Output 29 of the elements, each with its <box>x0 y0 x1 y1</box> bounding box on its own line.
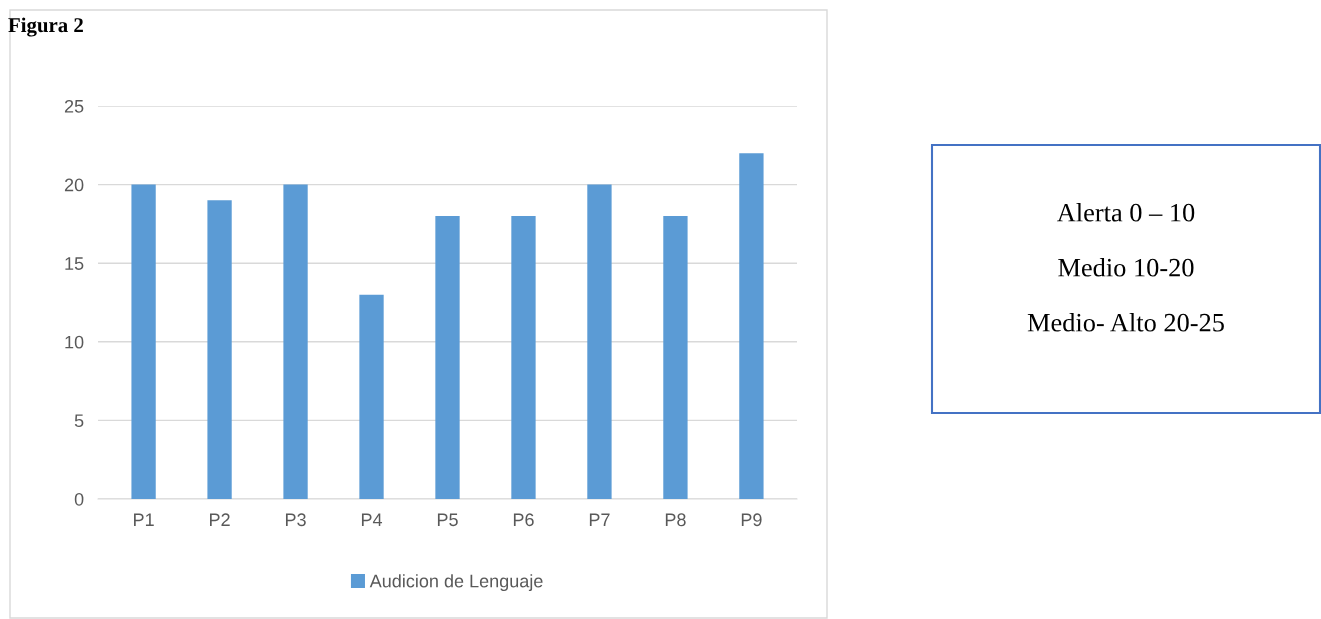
bar <box>359 294 384 499</box>
bar <box>511 216 536 499</box>
bar <box>283 184 308 499</box>
bar <box>207 200 232 499</box>
x-tick-label: P6 <box>513 513 534 527</box>
bar <box>739 153 764 499</box>
y-tick-label: 25 <box>64 99 84 113</box>
chart-title: Figura 2 <box>8 17 83 37</box>
x-tick-label: P4 <box>361 513 383 526</box>
x-tick-label: P5 <box>437 513 458 527</box>
bar <box>663 216 688 499</box>
x-tick-label: P2 <box>210 513 230 526</box>
legend-label: Audicion de Lenguaje <box>369 574 543 592</box>
x-tick-label: P7 <box>589 513 610 526</box>
text: Medio 10-20 <box>1058 258 1194 277</box>
bar <box>131 184 156 499</box>
x-tick-label: P8 <box>665 513 686 527</box>
x-tick-label: P3 <box>285 513 306 527</box>
text: Medio- Alto 20-25 <box>1027 313 1224 332</box>
y-tick-label: 15 <box>65 257 84 270</box>
x-tick-label: P9 <box>741 513 762 527</box>
x-tick-label: P1 <box>134 513 154 526</box>
text: Alerta 0 – 10 <box>1057 203 1195 222</box>
bar <box>435 216 460 499</box>
bar <box>587 184 612 499</box>
y-tick-label: 20 <box>64 178 84 192</box>
y-tick-label: 0 <box>74 492 84 506</box>
y-tick-label: 10 <box>65 335 84 349</box>
y-tick-label: 5 <box>74 414 84 428</box>
